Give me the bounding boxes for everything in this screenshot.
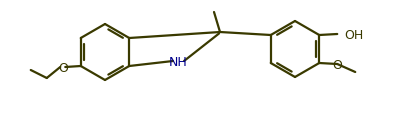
Text: O: O xyxy=(58,61,68,74)
Text: NH: NH xyxy=(168,55,187,68)
Text: O: O xyxy=(332,58,342,71)
Text: OH: OH xyxy=(344,28,363,41)
